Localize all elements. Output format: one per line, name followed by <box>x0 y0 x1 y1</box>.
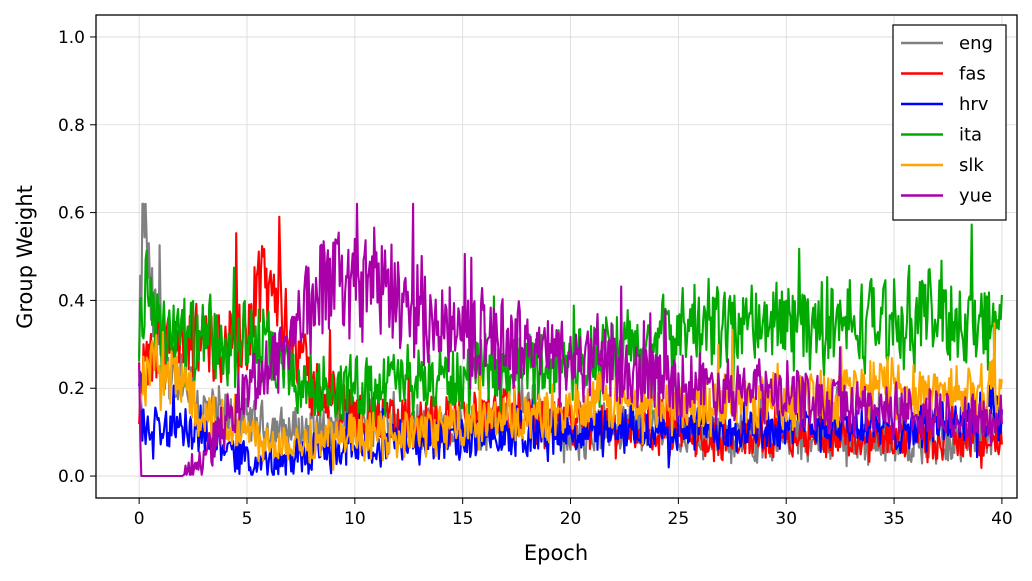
legend-label-fas: fas <box>959 64 986 85</box>
x-tick-label: 25 <box>668 509 690 529</box>
plot-lines <box>138 202 1003 478</box>
x-tick-label: 15 <box>452 509 474 529</box>
y-axis-title: Group Weight <box>13 185 37 329</box>
y-tick-label: 0.4 <box>58 291 85 311</box>
y-tick-label: 0.0 <box>58 467 85 487</box>
y-tick-label: 0.6 <box>58 204 85 224</box>
legend: eng fas hrv ita slk yue <box>892 24 1007 221</box>
x-axis-ticks: 0 5 10 15 20 25 30 35 40 <box>134 498 1013 529</box>
x-tick-label: 40 <box>991 509 1013 529</box>
x-tick-label: 20 <box>560 509 582 529</box>
y-tick-label: 1.0 <box>58 28 85 48</box>
x-tick-label: 0 <box>134 509 145 529</box>
legend-frame <box>892 24 1007 221</box>
x-tick-label: 30 <box>775 509 797 529</box>
y-axis-ticks: 0.0 0.2 0.4 0.6 0.8 1.0 <box>58 28 96 487</box>
y-tick-label: 0.2 <box>58 379 85 399</box>
legend-label-ita: ita <box>959 125 982 146</box>
legend-label-yue: yue <box>959 186 992 207</box>
series-line-hrv <box>138 371 1003 476</box>
x-tick-label: 10 <box>344 509 366 529</box>
plot-frame <box>95 14 1018 499</box>
legend-label-slk: slk <box>959 155 984 176</box>
x-tick-label: 5 <box>242 509 253 529</box>
y-tick-label: 0.8 <box>58 116 85 136</box>
legend-label-hrv: hrv <box>959 94 989 115</box>
legend-label-eng: eng <box>959 33 993 54</box>
series-line-yue <box>138 202 1003 478</box>
x-axis-title: Epoch <box>524 541 588 565</box>
x-tick-label: 35 <box>883 509 905 529</box>
